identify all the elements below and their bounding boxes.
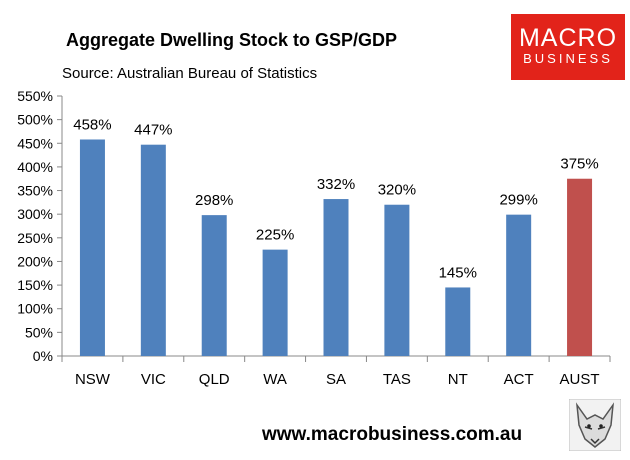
source-note: Source: Australian Bureau of Statistics <box>62 65 318 82</box>
data-label: 298% <box>195 192 233 209</box>
x-tick-label: VIC <box>141 371 166 388</box>
y-tick-label: 0% <box>33 348 53 364</box>
x-tick-label: QLD <box>199 371 230 388</box>
data-label: 458% <box>73 116 111 133</box>
bar <box>140 144 166 356</box>
data-label: 447% <box>134 122 172 139</box>
x-tick-label: NT <box>448 371 468 388</box>
wolf-icon <box>569 399 621 451</box>
y-tick-label: 350% <box>17 183 53 199</box>
bar <box>79 139 105 356</box>
logo-text-macro: MACRO <box>518 24 618 52</box>
data-label: 375% <box>560 156 598 173</box>
y-tick-label: 400% <box>17 159 53 175</box>
website-url: www.macrobusiness.com.au <box>262 424 523 445</box>
x-tick-label: ACT <box>504 371 534 388</box>
y-tick-label: 300% <box>17 206 53 222</box>
x-tick-label: NSW <box>75 371 111 388</box>
bar <box>384 204 410 356</box>
x-tick-label: TAS <box>383 371 411 388</box>
macrobusiness-logo: MACRO BUSINESS <box>511 14 625 80</box>
chart-title: Aggregate Dwelling Stock to GSP/GDP <box>66 30 398 50</box>
y-tick-label: 550% <box>17 88 53 104</box>
x-tick-label: AUST <box>560 371 600 388</box>
data-label: 299% <box>499 192 537 209</box>
bar <box>323 199 349 356</box>
y-tick-label: 150% <box>17 277 53 293</box>
y-tick-label: 450% <box>17 135 53 151</box>
y-tick-label: 50% <box>25 324 53 340</box>
bar <box>567 178 593 356</box>
y-tick-label: 200% <box>17 253 53 269</box>
bar <box>506 214 532 356</box>
x-tick-label: WA <box>263 371 287 388</box>
y-tick-label: 250% <box>17 230 53 246</box>
bar <box>262 249 288 356</box>
bar-chart: 0% 50% 100% 150% 200% 250% 300% 350% 400% 450% 500… <box>17 88 611 388</box>
y-tick-label: 100% <box>17 301 53 317</box>
y-tick-label: 500% <box>17 112 53 128</box>
data-label: 332% <box>317 176 355 193</box>
bar <box>445 287 471 356</box>
data-label: 320% <box>378 182 416 199</box>
data-label: 145% <box>439 264 477 281</box>
logo-text-business: BUSINESS <box>523 51 613 66</box>
bar <box>201 215 227 356</box>
x-tick-label: SA <box>326 371 346 388</box>
data-label: 225% <box>256 227 294 244</box>
